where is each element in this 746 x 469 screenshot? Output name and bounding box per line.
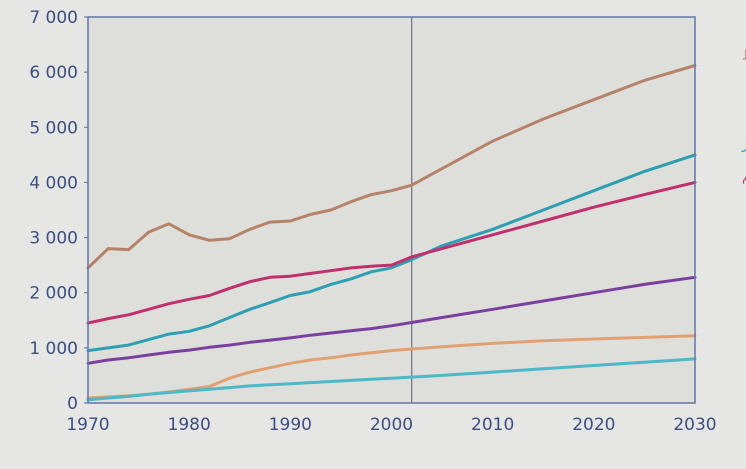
x-tick-label: 1970 <box>66 415 109 435</box>
x-tick-label: 2030 <box>673 415 716 435</box>
series-line-6 <box>86 357 697 402</box>
y-tick-label: 1 000 <box>29 339 78 359</box>
legend-label: نفط <box>742 49 746 64</box>
y-tick-label: 7 000 <box>29 8 78 28</box>
legend-label: غاز <box>741 138 746 153</box>
x-tick-label: 2010 <box>471 415 514 435</box>
x-tick-label: 1990 <box>269 415 312 435</box>
legend-label: فحم <box>742 169 746 184</box>
series-group <box>86 64 697 402</box>
y-tick-label: 3 000 <box>29 229 78 249</box>
y-tick-label: 4 000 <box>29 173 78 193</box>
series-line-2 <box>86 153 697 353</box>
x-axis-ticks: 1970 1980 1990 2000 2010 2020 2030 <box>66 415 716 435</box>
series-line-4 <box>86 275 697 365</box>
x-tick-label: 2000 <box>370 415 413 435</box>
y-axis-ticks: 0 1 000 2 000 3 000 4 000 5 000 6 000 7 000 <box>29 8 88 414</box>
legend: نفط غاز فحم <box>741 49 746 185</box>
y-tick-label: 2 000 <box>29 284 78 304</box>
plot-frame <box>87 16 696 404</box>
x-tick-label: 1980 <box>168 415 211 435</box>
series-line-3 <box>86 180 697 325</box>
y-tick-label: 0 <box>67 394 78 414</box>
x-tick-label: 2020 <box>572 415 615 435</box>
y-tick-label: 5 000 <box>29 118 78 138</box>
series-line-1 <box>86 64 697 270</box>
y-tick-label: 6 000 <box>29 63 78 83</box>
plot-area <box>88 17 695 403</box>
